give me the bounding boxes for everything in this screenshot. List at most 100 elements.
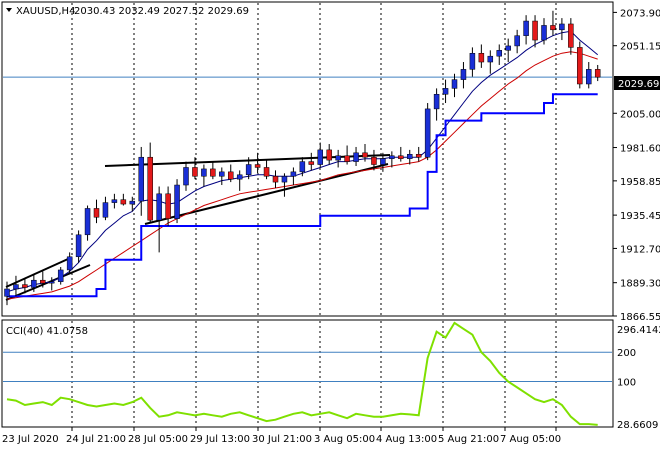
candle-body — [523, 20, 529, 36]
candle-body — [165, 193, 171, 219]
cci-tick-label: 100 — [617, 378, 636, 389]
price-tick-label: 1935.45 — [620, 211, 660, 222]
candle-body — [120, 199, 127, 205]
candles — [4, 10, 601, 306]
candle-body — [299, 161, 306, 173]
candle-body — [156, 193, 162, 221]
candle-body — [335, 155, 341, 161]
candle-body — [308, 161, 315, 165]
candle-body — [532, 20, 538, 41]
candle-body — [192, 167, 198, 177]
candle-body — [281, 175, 288, 183]
cci-series-line — [6, 321, 598, 426]
cci-title: CCI(40) 41.0758 — [6, 326, 88, 337]
time-tick-label: 28 Jul 05:00 — [128, 434, 188, 445]
candle-body — [568, 23, 574, 48]
candle-body — [4, 288, 10, 297]
cci-panel — [1, 319, 614, 428]
cci-line — [6, 321, 598, 426]
candle-body — [75, 234, 82, 258]
time-axis: 23 Jul 2020 24 Jul 21:00 28 Jul 05:00 29 Ju… — [2, 427, 561, 445]
candle-body — [228, 171, 234, 180]
candle-body — [49, 281, 55, 284]
stop-step-line — [7, 93, 598, 298]
cci-axis: 296.4142 200 100 28.6609 — [617, 325, 660, 431]
price-tick-label: 1912.70 — [620, 244, 660, 255]
candle-body — [317, 149, 323, 165]
candle-body — [210, 168, 216, 177]
candle-body — [371, 156, 377, 165]
candle-body — [22, 284, 28, 288]
time-tick-label: 29 Jul 13:00 — [190, 434, 250, 445]
price-tick-label: 1866.55 — [620, 312, 660, 323]
candle-body — [415, 154, 422, 158]
symbol-label: XAUUSD,H4 — [16, 6, 75, 17]
candle-body — [460, 69, 467, 80]
candle-body — [66, 256, 73, 271]
candle-body — [326, 149, 332, 161]
price-tick-label: 1958.85 — [620, 177, 660, 188]
current-price-value: 2029.69 — [618, 79, 659, 90]
price-tick-label: 1889.30 — [620, 279, 660, 290]
candle-body — [487, 55, 494, 63]
candle-body — [389, 155, 395, 159]
candle-body — [344, 155, 350, 162]
vertical-gridlines — [3, 3, 612, 426]
candle-body — [451, 79, 458, 89]
candle-body — [559, 23, 565, 31]
current-price-tag — [614, 76, 660, 90]
candle-body — [40, 279, 46, 284]
time-tick-label: 23 Jul 2020 — [2, 434, 59, 445]
ohlc-label: 2030.43 2032.49 2027.52 2029.69 — [74, 6, 249, 17]
candle-body — [594, 69, 601, 78]
candle-body — [84, 208, 91, 236]
candle-body — [245, 164, 252, 176]
time-tick-label: 3 Aug 05:00 — [314, 434, 375, 445]
candle-body — [398, 155, 404, 159]
price-tick-label: 2051.15 — [620, 42, 660, 53]
cci-tick-label: 28.6609 — [617, 420, 658, 431]
candle-body — [380, 158, 386, 165]
candle-body — [424, 108, 431, 158]
candle-body — [138, 156, 144, 202]
cci-level-lines — [3, 351, 612, 383]
candle-body — [478, 52, 485, 63]
time-tick-label: 30 Jul 21:00 — [252, 434, 312, 445]
price-tick-label: 1981.60 — [620, 144, 660, 155]
candle-body — [57, 269, 64, 282]
candle-body — [201, 168, 207, 177]
dropdown-arrow-icon[interactable] — [6, 8, 12, 12]
candle-body — [541, 25, 547, 41]
price-tick-label: 2073.90 — [620, 8, 660, 19]
candle-body — [93, 208, 100, 218]
candle-body — [219, 171, 225, 177]
cci-tick-label: 296.4142 — [617, 325, 660, 336]
candle-body — [183, 167, 189, 186]
price-axis: 2073.90 2051.15 2005.00 1981.60 1958.85 1935.… — [613, 8, 660, 323]
time-tick-label: 24 Jul 21:00 — [66, 434, 126, 445]
candle-body — [129, 200, 136, 205]
candle-body — [577, 47, 583, 85]
candle-body — [102, 202, 109, 218]
candle-body — [550, 25, 556, 31]
candle-body — [272, 175, 279, 183]
candle-body — [496, 50, 502, 57]
candle-body — [254, 164, 261, 168]
time-tick-label: 4 Aug 13:00 — [376, 434, 437, 445]
candle-body — [147, 156, 153, 221]
candle-body — [407, 154, 413, 159]
candle-body — [236, 174, 243, 180]
candle-body — [586, 69, 592, 85]
candle-body — [263, 167, 270, 177]
candle-body — [433, 93, 440, 110]
price-panel — [1, 1, 614, 317]
price-tick-label: 2005.00 — [620, 109, 660, 120]
time-tick-label: 7 Aug 05:00 — [500, 434, 561, 445]
candle-body — [290, 171, 297, 177]
time-tick-label: 5 Aug 21:00 — [438, 434, 499, 445]
candle-body — [13, 284, 19, 290]
candle-body — [469, 52, 476, 70]
candle-body — [514, 35, 520, 47]
candle-body — [353, 152, 359, 162]
